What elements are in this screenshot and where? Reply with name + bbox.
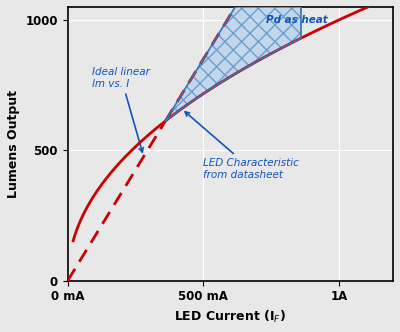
Text: Pd as heat: Pd as heat — [266, 15, 327, 25]
X-axis label: LED Current (I$_F$): LED Current (I$_F$) — [174, 309, 286, 325]
Text: Ideal linear
lm vs. I: Ideal linear lm vs. I — [92, 67, 150, 152]
Text: LED Characteristic
from datasheet: LED Characteristic from datasheet — [185, 112, 299, 180]
Y-axis label: Lumens Output: Lumens Output — [7, 90, 20, 198]
